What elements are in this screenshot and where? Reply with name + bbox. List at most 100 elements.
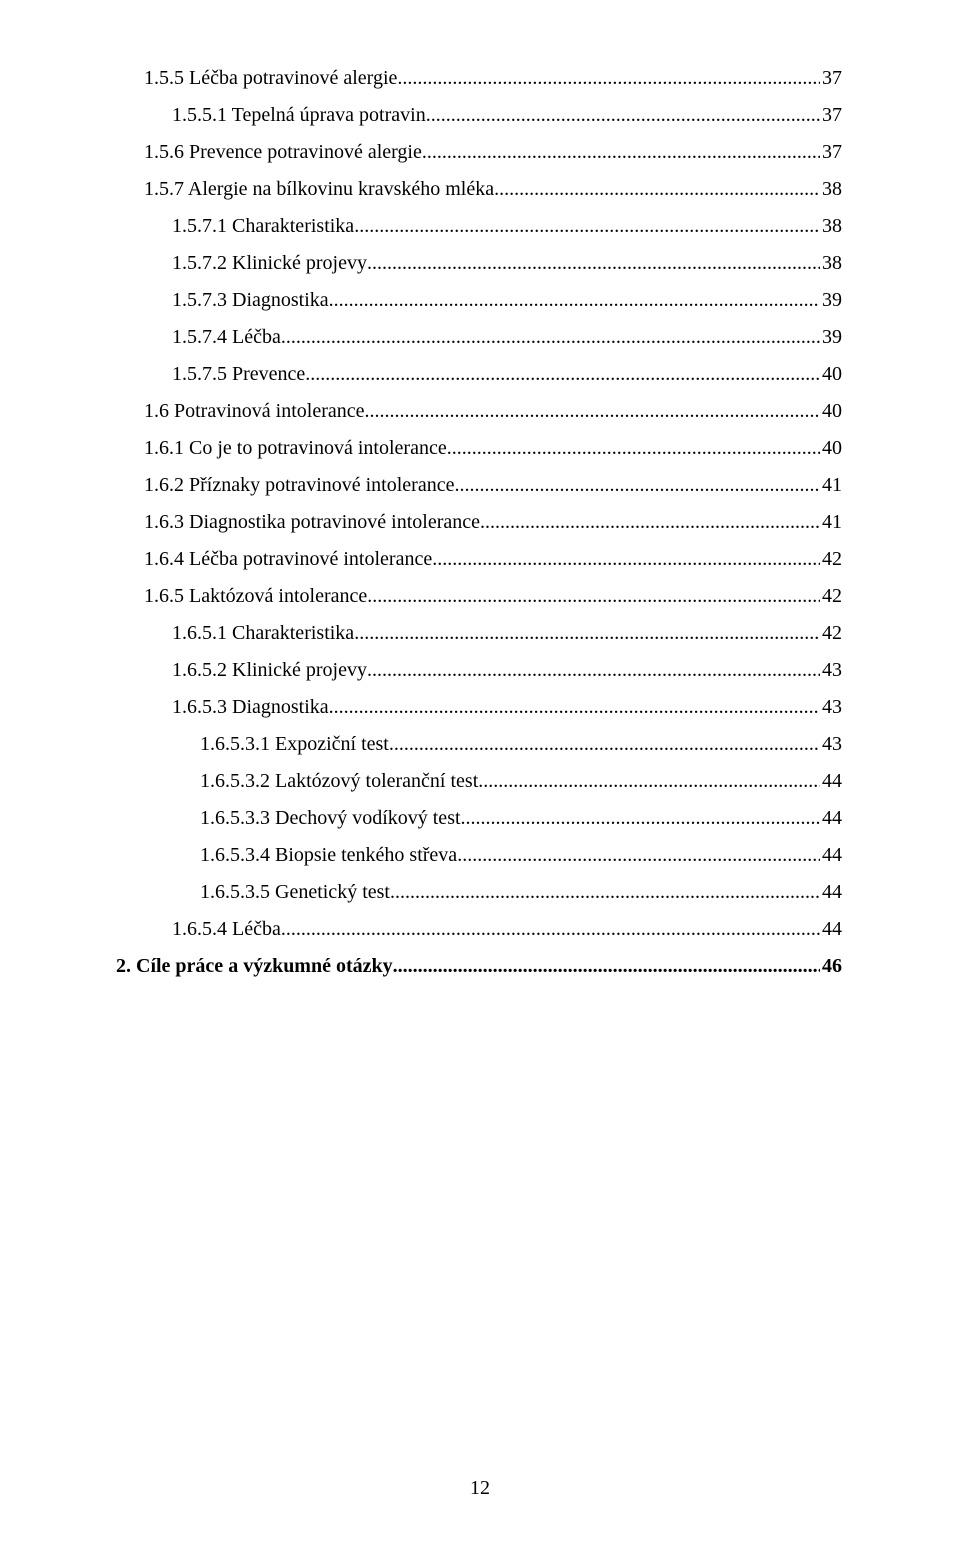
toc-entry-label: 1.6.5 Laktózová intolerance bbox=[144, 578, 367, 615]
toc-leader bbox=[426, 97, 820, 134]
toc-leader bbox=[454, 467, 820, 504]
toc-entry-page: 43 bbox=[820, 689, 842, 726]
toc-leader bbox=[393, 948, 820, 985]
toc-entry: 1.5.5.1 Tepelná úprava potravin 37 bbox=[116, 97, 842, 134]
toc-entry-page: 44 bbox=[820, 874, 842, 911]
toc-entry-page: 44 bbox=[820, 837, 842, 874]
toc-leader bbox=[461, 800, 820, 837]
page-number: 12 bbox=[0, 1477, 960, 1500]
toc-entry: 1.5.7.5 Prevence 40 bbox=[116, 356, 842, 393]
toc-leader bbox=[367, 245, 820, 282]
toc-entry-page: 37 bbox=[820, 97, 842, 134]
toc-entry-label: 1.6 Potravinová intolerance bbox=[144, 393, 365, 430]
toc-page: 1.5.5 Léčba potravinové alergie 371.5.5.… bbox=[0, 0, 960, 985]
toc-leader bbox=[281, 911, 820, 948]
toc-entry-label: 1.5.7.5 Prevence bbox=[172, 356, 305, 393]
toc-entry: 1.6.5 Laktózová intolerance 42 bbox=[116, 578, 842, 615]
toc-leader bbox=[281, 319, 820, 356]
toc-leader bbox=[447, 430, 820, 467]
toc-entry-label: 1.5.6 Prevence potravinové alergie bbox=[144, 134, 422, 171]
toc-entry: 1.5.7.2 Klinické projevy 38 bbox=[116, 245, 842, 282]
toc-entry: 1.5.7.1 Charakteristika 38 bbox=[116, 208, 842, 245]
toc-entry-page: 44 bbox=[820, 763, 842, 800]
toc-leader bbox=[422, 134, 820, 171]
toc-leader bbox=[305, 356, 820, 393]
toc-entry-page: 38 bbox=[820, 208, 842, 245]
toc-entry-page: 39 bbox=[820, 282, 842, 319]
toc-entry-label: 1.5.7.4 Léčba bbox=[172, 319, 281, 356]
toc-entry: 1.6.5.3.4 Biopsie tenkého střeva 44 bbox=[116, 837, 842, 874]
toc-leader bbox=[389, 726, 820, 763]
toc-entry-label: 1.5.7.1 Charakteristika bbox=[172, 208, 354, 245]
toc-entry: 1.6.5.3.3 Dechový vodíkový test 44 bbox=[116, 800, 842, 837]
toc-entry-page: 39 bbox=[820, 319, 842, 356]
toc-entry-label: 1.6.5.3.5 Genetický test bbox=[200, 874, 390, 911]
toc-entry-label: 1.6.5.3.1 Expoziční test bbox=[200, 726, 389, 763]
toc-entry-label: 1.6.5.4 Léčba bbox=[172, 911, 281, 948]
toc-entry-page: 37 bbox=[820, 134, 842, 171]
toc-leader bbox=[432, 541, 820, 578]
toc-entry-label: 1.5.7 Alergie na bílkovinu kravského mlé… bbox=[144, 171, 494, 208]
toc-entry-page: 40 bbox=[820, 393, 842, 430]
toc-entry-label: 1.6.1 Co je to potravinová intolerance bbox=[144, 430, 447, 467]
toc-leader bbox=[365, 393, 821, 430]
toc-entry-page: 37 bbox=[820, 60, 842, 97]
toc-entry: 1.6.5.4 Léčba 44 bbox=[116, 911, 842, 948]
toc-leader bbox=[354, 208, 820, 245]
toc-leader bbox=[397, 60, 820, 97]
toc-entry-label: 1.5.5.1 Tepelná úprava potravin bbox=[172, 97, 426, 134]
toc-entry: 2. Cíle práce a výzkumné otázky 46 bbox=[116, 948, 842, 985]
toc-entry-label: 1.6.5.3.3 Dechový vodíkový test bbox=[200, 800, 461, 837]
toc-entry: 1.5.7 Alergie na bílkovinu kravského mlé… bbox=[116, 171, 842, 208]
toc-list: 1.5.5 Léčba potravinové alergie 371.5.5.… bbox=[116, 60, 842, 985]
toc-entry: 1.5.7.4 Léčba 39 bbox=[116, 319, 842, 356]
toc-entry-label: 2. Cíle práce a výzkumné otázky bbox=[116, 948, 393, 985]
toc-entry: 1.6.3 Diagnostika potravinové intoleranc… bbox=[116, 504, 842, 541]
toc-entry-label: 1.6.5.2 Klinické projevy bbox=[172, 652, 367, 689]
toc-entry: 1.6.5.3.2 Laktózový toleranční test 44 bbox=[116, 763, 842, 800]
toc-entry-page: 41 bbox=[820, 467, 842, 504]
toc-entry-label: 1.5.7.3 Diagnostika bbox=[172, 282, 329, 319]
toc-entry-label: 1.6.2 Příznaky potravinové intolerance bbox=[144, 467, 454, 504]
toc-entry: 1.5.5 Léčba potravinové alergie 37 bbox=[116, 60, 842, 97]
toc-leader bbox=[329, 689, 820, 726]
toc-leader bbox=[367, 578, 820, 615]
toc-entry-page: 38 bbox=[820, 171, 842, 208]
toc-entry: 1.6.5.3.1 Expoziční test 43 bbox=[116, 726, 842, 763]
toc-entry-page: 43 bbox=[820, 652, 842, 689]
toc-entry: 1.6 Potravinová intolerance 40 bbox=[116, 393, 842, 430]
toc-entry-page: 40 bbox=[820, 430, 842, 467]
toc-entry: 1.6.5.1 Charakteristika 42 bbox=[116, 615, 842, 652]
toc-entry: 1.6.2 Příznaky potravinové intolerance 4… bbox=[116, 467, 842, 504]
toc-entry-page: 40 bbox=[820, 356, 842, 393]
toc-entry-page: 38 bbox=[820, 245, 842, 282]
toc-leader bbox=[354, 615, 820, 652]
toc-entry-label: 1.6.5.3.2 Laktózový toleranční test bbox=[200, 763, 478, 800]
toc-entry-page: 42 bbox=[820, 541, 842, 578]
toc-leader bbox=[457, 837, 820, 874]
toc-leader bbox=[478, 763, 820, 800]
toc-entry: 1.6.5.3.5 Genetický test 44 bbox=[116, 874, 842, 911]
toc-entry: 1.6.1 Co je to potravinová intolerance 4… bbox=[116, 430, 842, 467]
toc-entry: 1.5.6 Prevence potravinové alergie 37 bbox=[116, 134, 842, 171]
toc-entry: 1.6.4 Léčba potravinové intolerance 42 bbox=[116, 541, 842, 578]
toc-entry-page: 43 bbox=[820, 726, 842, 763]
toc-entry-label: 1.6.5.3 Diagnostika bbox=[172, 689, 329, 726]
toc-entry: 1.6.5.2 Klinické projevy 43 bbox=[116, 652, 842, 689]
toc-entry-page: 44 bbox=[820, 911, 842, 948]
toc-entry: 1.5.7.3 Diagnostika 39 bbox=[116, 282, 842, 319]
toc-leader bbox=[367, 652, 820, 689]
toc-entry-page: 46 bbox=[820, 948, 842, 985]
toc-entry-page: 42 bbox=[820, 615, 842, 652]
toc-leader bbox=[390, 874, 820, 911]
toc-entry-label: 1.5.5 Léčba potravinové alergie bbox=[144, 60, 397, 97]
toc-entry: 1.6.5.3 Diagnostika 43 bbox=[116, 689, 842, 726]
toc-entry-page: 41 bbox=[820, 504, 842, 541]
toc-leader bbox=[480, 504, 820, 541]
toc-entry-page: 42 bbox=[820, 578, 842, 615]
toc-entry-label: 1.5.7.2 Klinické projevy bbox=[172, 245, 367, 282]
toc-entry-label: 1.6.5.1 Charakteristika bbox=[172, 615, 354, 652]
toc-entry-label: 1.6.4 Léčba potravinové intolerance bbox=[144, 541, 432, 578]
toc-entry-label: 1.6.5.3.4 Biopsie tenkého střeva bbox=[200, 837, 457, 874]
toc-entry-label: 1.6.3 Diagnostika potravinové intoleranc… bbox=[144, 504, 480, 541]
